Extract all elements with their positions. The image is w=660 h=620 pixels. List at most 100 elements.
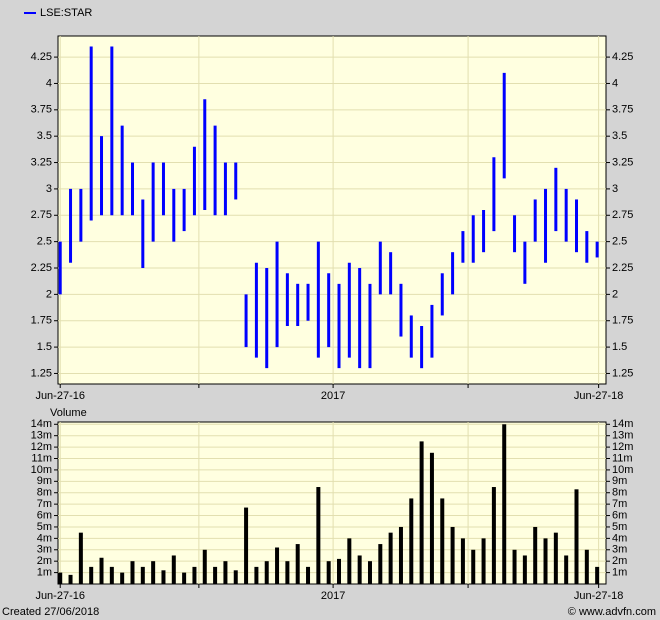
volume-bar (58, 572, 63, 584)
y-tick-label: 2.75 (612, 209, 633, 221)
volume-bar (161, 570, 166, 584)
y-tick-label: 1.25 (31, 367, 52, 379)
volume-bar (109, 566, 114, 584)
y-tick-label: 2m (37, 555, 52, 567)
volume-bar (213, 566, 218, 584)
y-tick-label: 3.25 (31, 156, 52, 168)
volume-bar (130, 561, 135, 584)
y-tick-label: 2 (612, 288, 618, 300)
y-tick-label: 6m (612, 509, 627, 521)
volume-bar (326, 561, 331, 584)
y-tick-label: 3.25 (612, 156, 633, 168)
volume-bar (440, 498, 445, 584)
y-tick-label: 6m (37, 509, 52, 521)
y-tick-label: 12m (612, 441, 633, 453)
volume-bar (522, 555, 527, 584)
y-tick-label: 3 (612, 183, 618, 195)
y-tick-label: 9m (37, 475, 52, 487)
volume-bar (429, 452, 434, 584)
volume-bar (171, 555, 176, 584)
volume-bar (223, 561, 228, 584)
volume-bar (543, 538, 548, 584)
volume-bar (595, 566, 600, 584)
y-tick-label: 7m (37, 498, 52, 510)
volume-bar (306, 566, 311, 584)
x-tick-label: Jun-27-16 (35, 590, 85, 602)
y-tick-label: 13m (612, 430, 633, 442)
volume-title: Volume (50, 407, 87, 419)
y-tick-label: 1m (612, 566, 627, 578)
x-tick-label: Jun-27-16 (35, 390, 85, 402)
y-tick-label: 5m (37, 521, 52, 533)
y-tick-label: 4 (46, 77, 52, 89)
y-tick-label: 4.25 (612, 51, 633, 63)
y-tick-label: 2.75 (31, 209, 52, 221)
volume-bar (512, 549, 517, 584)
y-tick-label: 2.5 (612, 236, 627, 248)
volume-bar (295, 544, 300, 584)
y-tick-label: 3 (46, 183, 52, 195)
volume-bar (388, 532, 393, 584)
y-tick-label: 3.75 (31, 104, 52, 116)
volume-bar (120, 572, 125, 584)
y-tick-label: 4m (37, 532, 52, 544)
created-note: Created 27/06/2018 (2, 606, 99, 618)
volume-bar (533, 526, 538, 584)
y-tick-label: 3.5 (612, 130, 627, 142)
y-tick-label: 1.5 (37, 341, 52, 353)
volume-bar (244, 507, 249, 584)
y-tick-label: 10m (612, 464, 633, 476)
volume-bar (564, 555, 569, 584)
volume-bar (553, 532, 558, 584)
volume-bar (99, 557, 104, 584)
source-note: © www.advfn.com (568, 606, 656, 618)
volume-bar (357, 555, 362, 584)
y-tick-label: 9m (612, 475, 627, 487)
y-tick-label: 1m (37, 566, 52, 578)
volume-bar (140, 566, 145, 584)
volume-bar (264, 561, 269, 584)
volume-bar (202, 549, 207, 584)
y-tick-label: 13m (31, 430, 52, 442)
volume-bar (192, 566, 197, 584)
volume-bar (254, 566, 259, 584)
y-tick-label: 3.75 (612, 104, 633, 116)
y-tick-label: 1.75 (612, 315, 633, 327)
y-tick-label: 2.5 (37, 236, 52, 248)
y-tick-label: 2 (46, 288, 52, 300)
volume-bar (574, 489, 579, 584)
volume-bar (285, 561, 290, 584)
y-tick-label: 12m (31, 441, 52, 453)
volume-bar (367, 561, 372, 584)
volume-bar (89, 566, 94, 584)
volume-bar (450, 526, 455, 584)
y-tick-label: 1.25 (612, 367, 633, 379)
y-tick-label: 11m (31, 452, 52, 464)
y-tick-label: 1.75 (31, 315, 52, 327)
y-tick-label: 5m (612, 521, 627, 533)
volume-bar (275, 547, 280, 584)
x-tick-label: Jun-27-18 (574, 390, 624, 402)
volume-bar (233, 570, 238, 584)
y-tick-label: 7m (612, 498, 627, 510)
y-tick-label: 3m (37, 544, 52, 556)
y-tick-label: 3.5 (37, 130, 52, 142)
x-tick-label: Jun-27-18 (574, 590, 624, 602)
volume-bar (409, 498, 414, 584)
y-tick-label: 14m (612, 418, 633, 430)
y-tick-label: 10m (31, 464, 52, 476)
y-tick-label: 8m (612, 487, 627, 499)
x-tick-label: 2017 (321, 390, 345, 402)
volume-bar (182, 572, 187, 584)
volume-bar (378, 544, 383, 584)
y-tick-label: 4.25 (31, 51, 52, 63)
y-tick-label: 3m (612, 544, 627, 556)
volume-bar (316, 487, 321, 584)
y-tick-label: 2m (612, 555, 627, 567)
volume-bar (584, 549, 589, 584)
y-tick-label: 4m (612, 532, 627, 544)
y-tick-label: 2.25 (31, 262, 52, 274)
y-tick-label: 11m (612, 452, 633, 464)
volume-bar (502, 424, 507, 584)
